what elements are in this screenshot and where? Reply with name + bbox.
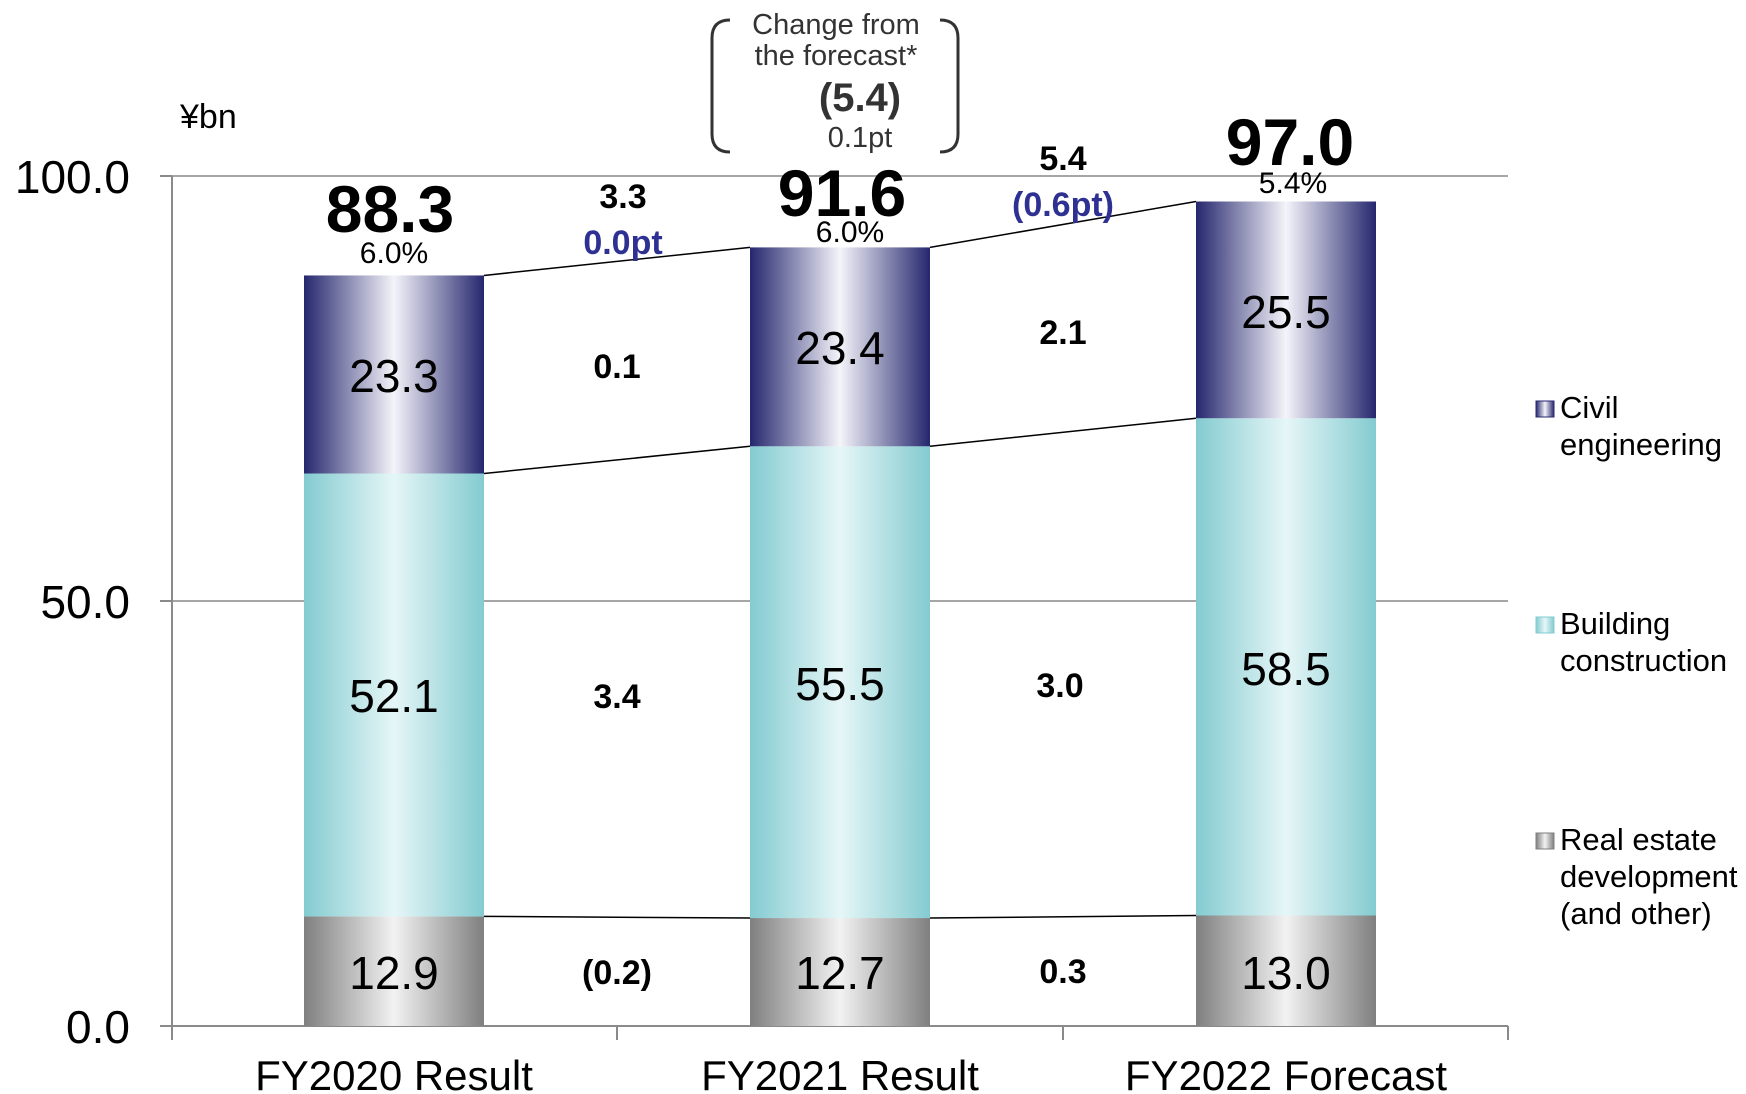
change-realestate: 0.3 <box>1039 953 1086 991</box>
legend-label-realestate: Real estate <box>1560 822 1717 857</box>
change-total: 3.3 <box>599 178 646 216</box>
segment-labels: 12.9 12.7 13.0 52.1 55.5 58.5 23.3 23.4 … <box>349 286 1331 999</box>
legend-label-building: construction <box>1560 643 1727 678</box>
segment-label-building: 52.1 <box>349 670 439 722</box>
bars <box>304 201 1376 1026</box>
change-labels: 3.3 0.0pt 0.1 3.4 (0.2) 5.4 (0.6pt) 2.1 … <box>582 140 1114 992</box>
total-label: 88.3 <box>326 172 454 246</box>
legend-label-civil: Civil <box>1560 390 1619 425</box>
bar-segment-realestate <box>1196 915 1376 1026</box>
y-axis-ticks <box>160 175 172 1027</box>
legend-label-realestate: development <box>1560 859 1738 894</box>
callout-pt: 0.1pt <box>828 122 893 154</box>
bar-segment-building <box>304 473 484 917</box>
connector-line <box>483 246 751 277</box>
category-label: FY2021 Result <box>701 1052 979 1094</box>
forecast-callout: Change from the forecast* (5.4) 0.1pt <box>710 9 960 154</box>
bar-segment-realestate <box>750 918 930 1026</box>
bar-segment-civil <box>1196 201 1376 419</box>
legend-label-realestate: (and other) <box>1560 896 1712 931</box>
bar-segment-building <box>750 446 930 919</box>
change-building: 3.0 <box>1036 667 1083 705</box>
change-realestate: (0.2) <box>582 954 652 992</box>
legend-label-civil: engineering <box>1560 427 1722 462</box>
legend-swatch-civil <box>1535 400 1555 418</box>
callout-value: (5.4) <box>819 76 901 120</box>
category-label: FY2022 Forecast <box>1125 1052 1447 1094</box>
legend-label-building: Building <box>1560 606 1670 641</box>
margin-label: 6.0% <box>816 216 884 249</box>
connector-line <box>929 914 1197 919</box>
change-margin: (0.6pt) <box>1012 186 1114 224</box>
segment-label-building: 55.5 <box>795 658 885 710</box>
y-tick-label-100: 100.0 <box>15 151 130 203</box>
change-margin: 0.0pt <box>583 224 662 262</box>
change-total: 5.4 <box>1039 140 1086 178</box>
connector-line <box>483 915 751 919</box>
bar-segment-realestate <box>304 916 484 1026</box>
segment-label-realestate: 12.9 <box>349 947 439 999</box>
callout-line: Change from <box>752 9 920 41</box>
callout-line: the forecast* <box>755 40 918 72</box>
y-tick-label-50: 50.0 <box>40 576 130 628</box>
x-axis-ticks <box>171 1026 1509 1040</box>
margin-label: 6.0% <box>360 237 428 270</box>
margin-label: 5.4% <box>1259 167 1327 200</box>
change-civil: 2.1 <box>1039 314 1086 352</box>
total-label: 91.6 <box>778 156 906 230</box>
segment-label-realestate: 12.7 <box>795 947 885 999</box>
bar-segment-building <box>1196 418 1376 916</box>
callout-bracket-left <box>710 18 731 154</box>
category-label: FY2020 Result <box>255 1052 533 1094</box>
bar-segment-civil <box>750 247 930 447</box>
legend-swatch-realestate <box>1535 832 1555 850</box>
change-civil: 0.1 <box>593 348 640 386</box>
segment-label-building: 58.5 <box>1241 643 1331 695</box>
bar-segment-civil <box>304 275 484 474</box>
callout-bracket-right <box>939 18 960 154</box>
legend: Civil engineering Building construction … <box>1535 390 1738 931</box>
connector-line <box>929 200 1197 249</box>
connector-lines <box>483 200 1197 919</box>
total-label: 97.0 <box>1226 105 1354 179</box>
connector-line <box>483 445 751 475</box>
connector-line <box>929 417 1197 448</box>
change-building: 3.4 <box>593 678 640 716</box>
y-tick-label-0: 0.0 <box>66 1001 130 1053</box>
segment-label-civil: 25.5 <box>1241 286 1331 338</box>
segment-label-civil: 23.4 <box>795 322 885 374</box>
segment-label-realestate: 13.0 <box>1241 947 1331 999</box>
segment-label-civil: 23.3 <box>349 350 439 402</box>
unit-label: ¥bn <box>179 98 237 136</box>
total-labels: 88.3 6.0% 91.6 6.0% 97.0 5.4% <box>326 105 1354 270</box>
legend-swatch-building <box>1535 616 1555 634</box>
